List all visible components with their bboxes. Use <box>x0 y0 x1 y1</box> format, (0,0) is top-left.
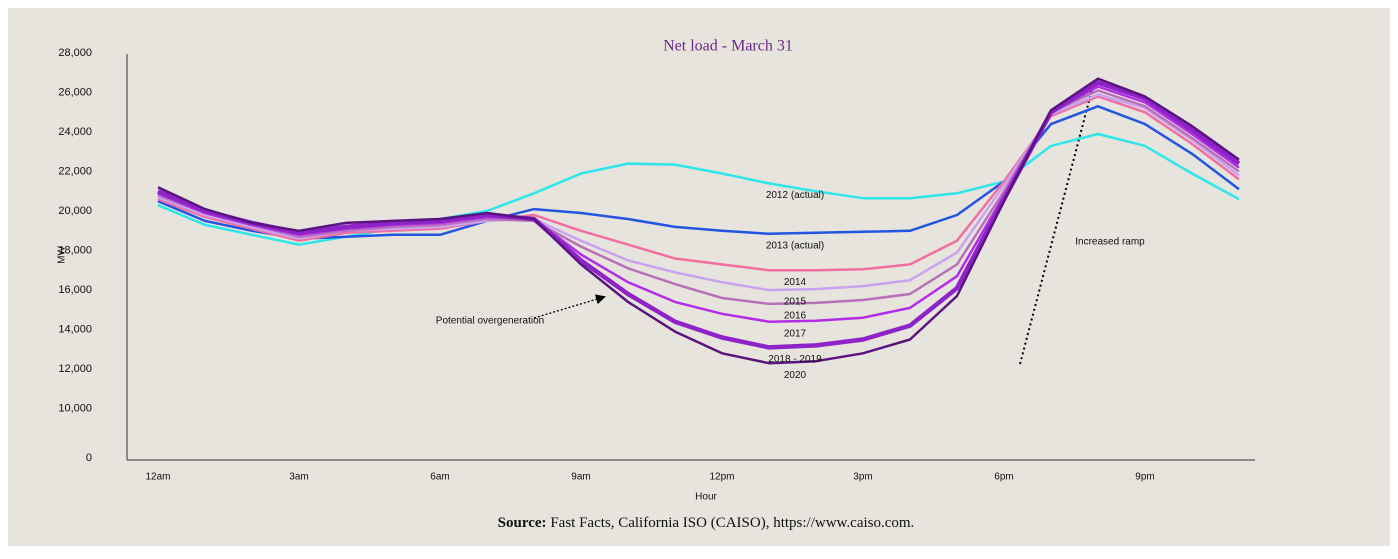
x-tick-label: 12pm <box>709 472 734 483</box>
y-tick-label: 0 <box>86 452 92 464</box>
x-tick-label: 6pm <box>994 472 1013 483</box>
series-label: 2017 <box>784 328 807 339</box>
x-tick-label: 3pm <box>853 472 872 483</box>
series-label: 2018 - 2019 <box>768 354 822 365</box>
x-tick-label: 12am <box>145 472 170 483</box>
y-tick-label: 24,000 <box>58 126 92 138</box>
annotation-line <box>1019 81 1095 365</box>
series-label: 2014 <box>784 277 807 288</box>
y-tick-label: 12,000 <box>58 363 92 375</box>
series-label: 2015 <box>784 297 807 308</box>
series-label: 2020 <box>784 370 807 381</box>
y-tick-label: 16,000 <box>58 284 92 296</box>
series-label: 2013 (actual) <box>766 240 824 251</box>
series-label: 2016 <box>784 311 807 322</box>
y-tick-label: 26,000 <box>58 86 92 98</box>
series-line <box>157 80 1241 350</box>
y-tick-label: 14,000 <box>58 323 92 335</box>
y-tick-label: 22,000 <box>58 165 92 177</box>
x-tick-label: 9am <box>571 472 590 483</box>
annotation-arrow <box>533 294 606 319</box>
y-tick-label: 20,000 <box>58 205 92 217</box>
source-label: Source: <box>498 515 547 531</box>
chart-title: Net load - March 31 <box>663 38 793 55</box>
series-line <box>157 77 1240 365</box>
annotation: Increased ramp <box>1075 237 1145 248</box>
annotation: Potential overgeneration <box>436 316 544 327</box>
series-label: 2012 (actual) <box>766 190 824 201</box>
series-line <box>157 105 1240 240</box>
x-tick-label: 6am <box>430 472 449 483</box>
y-tick-label: 18,000 <box>58 244 92 256</box>
y-tick-label: 28,000 <box>58 47 92 59</box>
source: Source: Fast Facts, California ISO (CAIS… <box>498 515 915 531</box>
x-axis-label: Hour <box>695 492 717 503</box>
y-tick-label: 10,000 <box>58 403 92 415</box>
x-tick-label: 3am <box>289 472 308 483</box>
y-axis-label: MW <box>57 246 68 264</box>
series-line <box>157 95 1240 272</box>
source-text: Fast Facts, California ISO (CAISO), http… <box>550 515 914 531</box>
x-tick-label: 9pm <box>1135 472 1154 483</box>
